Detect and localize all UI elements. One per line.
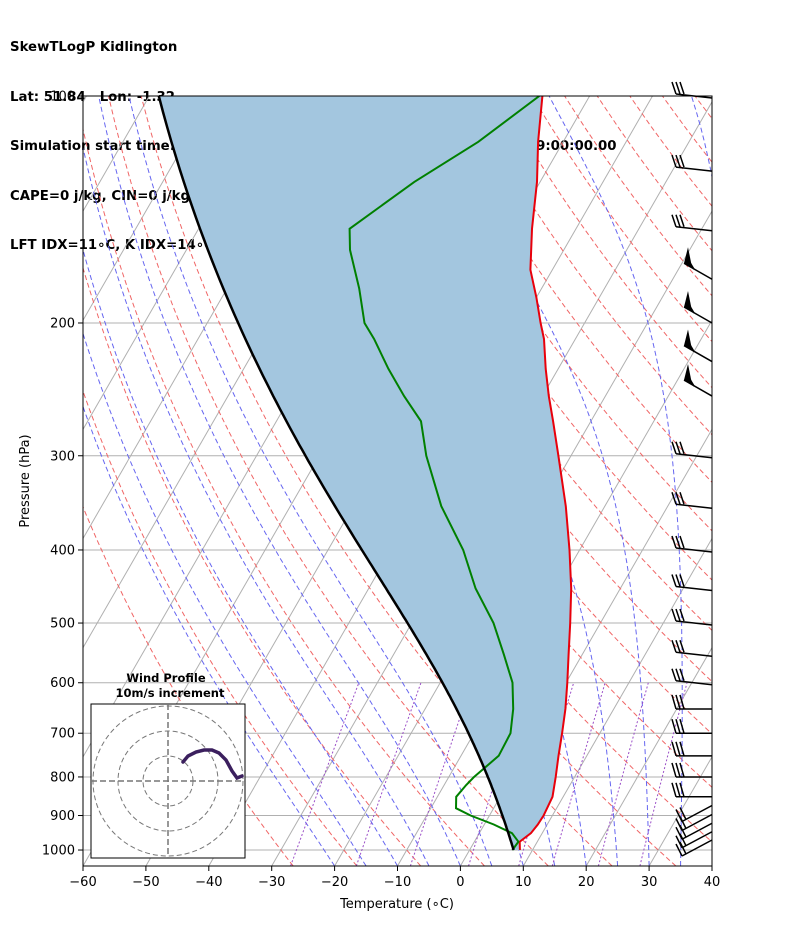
x-tick-label: −60: [69, 875, 96, 890]
mixing-ratio-line: [409, 682, 473, 866]
y-tick-label: 600: [50, 676, 75, 691]
mixing-ratio-line: [597, 682, 649, 866]
y-tick-label: 900: [50, 809, 75, 824]
wind-barb: [671, 608, 713, 626]
isotherm-line: [585, 646, 712, 866]
y-tick-label: 500: [50, 617, 75, 632]
wind-barb: [671, 492, 713, 509]
x-tick-label: 20: [578, 875, 595, 890]
moist-adiabat-line: [83, 247, 398, 866]
dry-adiabat-line: [531, 96, 712, 343]
wind-barb: [671, 214, 713, 232]
wind-barb: [671, 782, 712, 798]
wind-barb: [671, 154, 713, 172]
x-tick-label: 40: [704, 875, 721, 890]
wind-barb: [671, 668, 713, 686]
x-tick-label: −30: [258, 875, 285, 890]
x-axis-label: Temperature (∘C): [339, 897, 454, 912]
chart-title: SkewTLogP Kidlington: [10, 40, 178, 55]
wind-barb: [683, 247, 713, 280]
wind-barb: [671, 719, 712, 734]
isotherm-line: [711, 864, 712, 866]
wind-barb: [671, 762, 712, 778]
wind-barb: [671, 441, 713, 459]
x-tick-label: −50: [132, 875, 159, 890]
moist-adiabat-line: [425, 96, 650, 866]
temperature-line: [518, 96, 573, 851]
wind-barbs: [671, 81, 713, 857]
wind-barb: [683, 329, 713, 363]
wind-barb: [683, 290, 713, 324]
dry-adiabat-line: [466, 96, 712, 436]
mixing-ratio-line: [290, 682, 360, 866]
wind-barb: [671, 694, 712, 710]
x-tick-label: 30: [641, 875, 658, 890]
wind-barb: [671, 574, 713, 592]
y-tick-label: 100: [50, 90, 75, 105]
dry-adiabat-line: [238, 96, 712, 788]
dry-adiabat-line: [760, 96, 794, 866]
dry-adiabat-line: [83, 389, 358, 866]
dry-adiabat-line: [433, 96, 712, 484]
x-tick-label: −10: [384, 875, 411, 890]
dry-adiabat-line: [564, 96, 712, 297]
mixing-ratio-line: [355, 682, 422, 866]
moist-adiabat-line: [83, 405, 336, 866]
dry-adiabat-line: [108, 96, 549, 866]
isotherm-line: [83, 96, 87, 103]
isotherm-line: [648, 755, 712, 866]
y-tick-label: 300: [50, 449, 75, 464]
y-tick-label: 400: [50, 543, 75, 558]
wind-barb: [671, 741, 712, 757]
wind-barb: [671, 535, 713, 553]
parcel-line: [157, 96, 515, 851]
wind-barb: [671, 640, 713, 657]
x-tick-label: 0: [456, 875, 464, 890]
dry-adiabat-line: [401, 96, 712, 532]
dry-adiabat-line: [728, 96, 794, 866]
isotherm-line: [522, 537, 712, 866]
y-tick-label: 1000: [42, 844, 75, 859]
wind-barb: [675, 804, 713, 823]
mixing-ratio-line: [551, 682, 606, 866]
x-tick-label: −40: [195, 875, 222, 890]
mixing-ratio-line: [468, 682, 528, 866]
x-tick-label: −20: [321, 875, 348, 890]
y-tick-label: 700: [50, 727, 75, 742]
moist-adiabat-line: [691, 96, 712, 866]
dry-adiabat-line: [140, 96, 613, 866]
dry-adiabat-line: [694, 96, 712, 120]
dewpoint-line: [348, 96, 540, 851]
dry-adiabat-line: [83, 266, 422, 866]
moist-adiabat-line: [548, 96, 683, 866]
moist-adiabat-line: [98, 96, 461, 866]
x-tick-label: 10: [515, 875, 532, 890]
isotherm-line: [83, 96, 213, 322]
hodograph-title: Wind Profile: [126, 671, 206, 685]
wind-barb: [683, 364, 713, 397]
mixing-ratio-line: [518, 682, 575, 866]
moist-adiabat-line: [128, 96, 493, 866]
y-axis-label: Pressure (hPa): [18, 434, 33, 527]
hodograph-trace: [181, 748, 244, 781]
y-tick-label: 800: [50, 770, 75, 785]
moist-adiabat-line: [83, 331, 367, 866]
dry-adiabat-line: [368, 96, 712, 581]
dry-adiabat-line: [83, 127, 485, 866]
hodograph-subtitle: 10m/s increment: [116, 686, 225, 700]
y-tick-label: 200: [50, 316, 75, 331]
dry-adiabat-line: [83, 505, 294, 866]
moist-adiabat-line: [83, 145, 430, 866]
cin-shading: [158, 96, 572, 850]
dry-adiabat-line: [596, 96, 712, 252]
